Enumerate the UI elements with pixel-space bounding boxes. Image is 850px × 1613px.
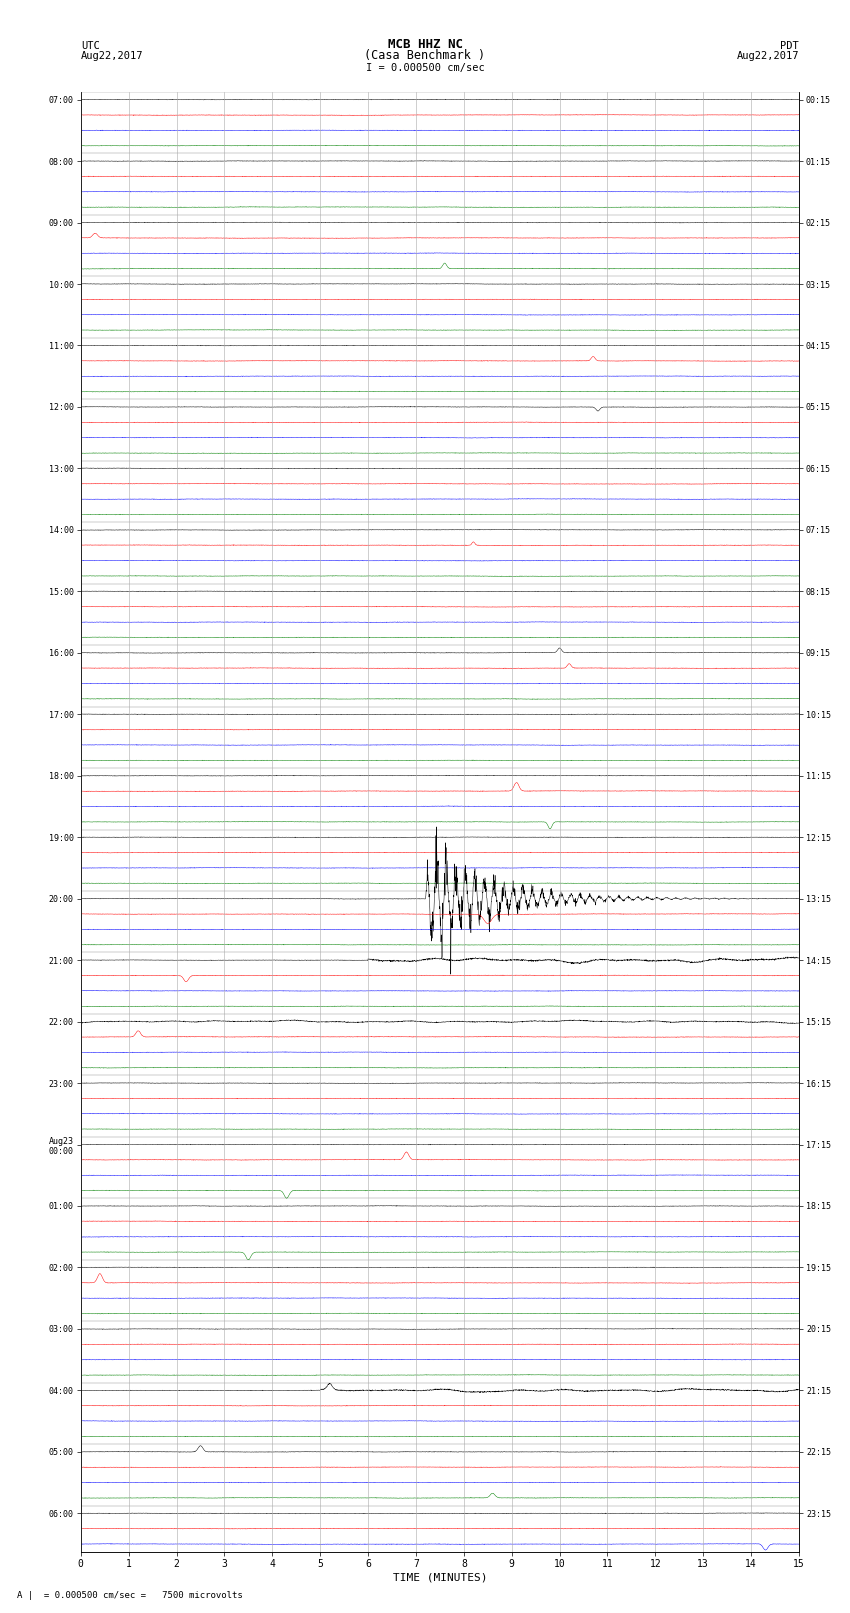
Text: PDT: PDT [780, 40, 799, 50]
Text: I = 0.000500 cm/sec: I = 0.000500 cm/sec [366, 63, 484, 73]
Text: Aug22,2017: Aug22,2017 [81, 52, 144, 61]
X-axis label: TIME (MINUTES): TIME (MINUTES) [393, 1573, 487, 1582]
Text: UTC: UTC [81, 40, 99, 50]
Text: A |  = 0.000500 cm/sec =   7500 microvolts: A | = 0.000500 cm/sec = 7500 microvolts [17, 1590, 243, 1600]
Text: (Casa Benchmark ): (Casa Benchmark ) [365, 48, 485, 63]
Text: Aug22,2017: Aug22,2017 [736, 52, 799, 61]
Text: MCB HHZ NC: MCB HHZ NC [388, 37, 462, 50]
